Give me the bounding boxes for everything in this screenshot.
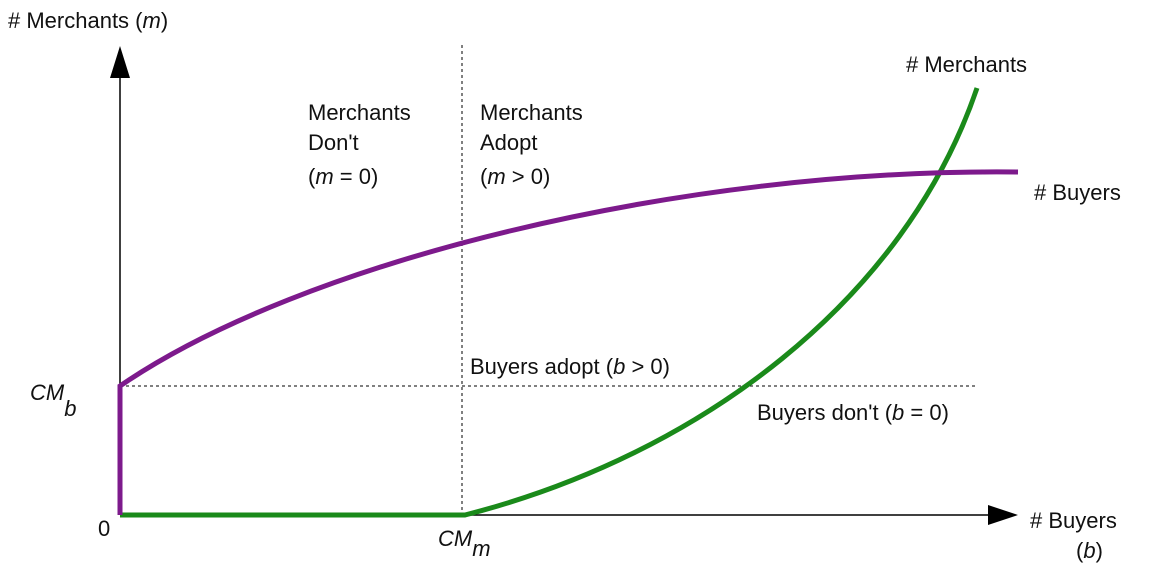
merchants-curve — [120, 87, 980, 518]
buyers-adopt-label: Buyers adopt (b > 0) — [470, 354, 670, 379]
x-axis-label-var: (b) — [1076, 538, 1103, 563]
y-arrow — [110, 46, 130, 78]
merchants-adopt-label: Adopt — [480, 130, 538, 155]
buyers-curve-label: # Buyers — [1034, 180, 1121, 205]
merchants-adopt-label: Merchants — [480, 100, 583, 125]
merchants-adopt-label: (m > 0) — [480, 164, 550, 189]
origin-label: 0 — [98, 516, 110, 541]
merchants-dont-label: Don't — [308, 130, 359, 155]
buyers-curve — [117, 169, 1019, 515]
cm-b-label: CMb — [30, 380, 76, 421]
merchants-dont-label: Merchants — [308, 100, 411, 125]
x-arrow — [988, 505, 1018, 525]
merchants-curve-label: # Merchants — [906, 52, 1027, 77]
cm-m-label: CMm — [438, 526, 491, 561]
x-axis-label: # Buyers — [1030, 508, 1117, 533]
y-axis-label: # Merchants (m) — [8, 8, 168, 33]
merchants-dont-label: (m = 0) — [308, 164, 378, 189]
buyers-dont-label: Buyers don't (b = 0) — [757, 400, 949, 425]
